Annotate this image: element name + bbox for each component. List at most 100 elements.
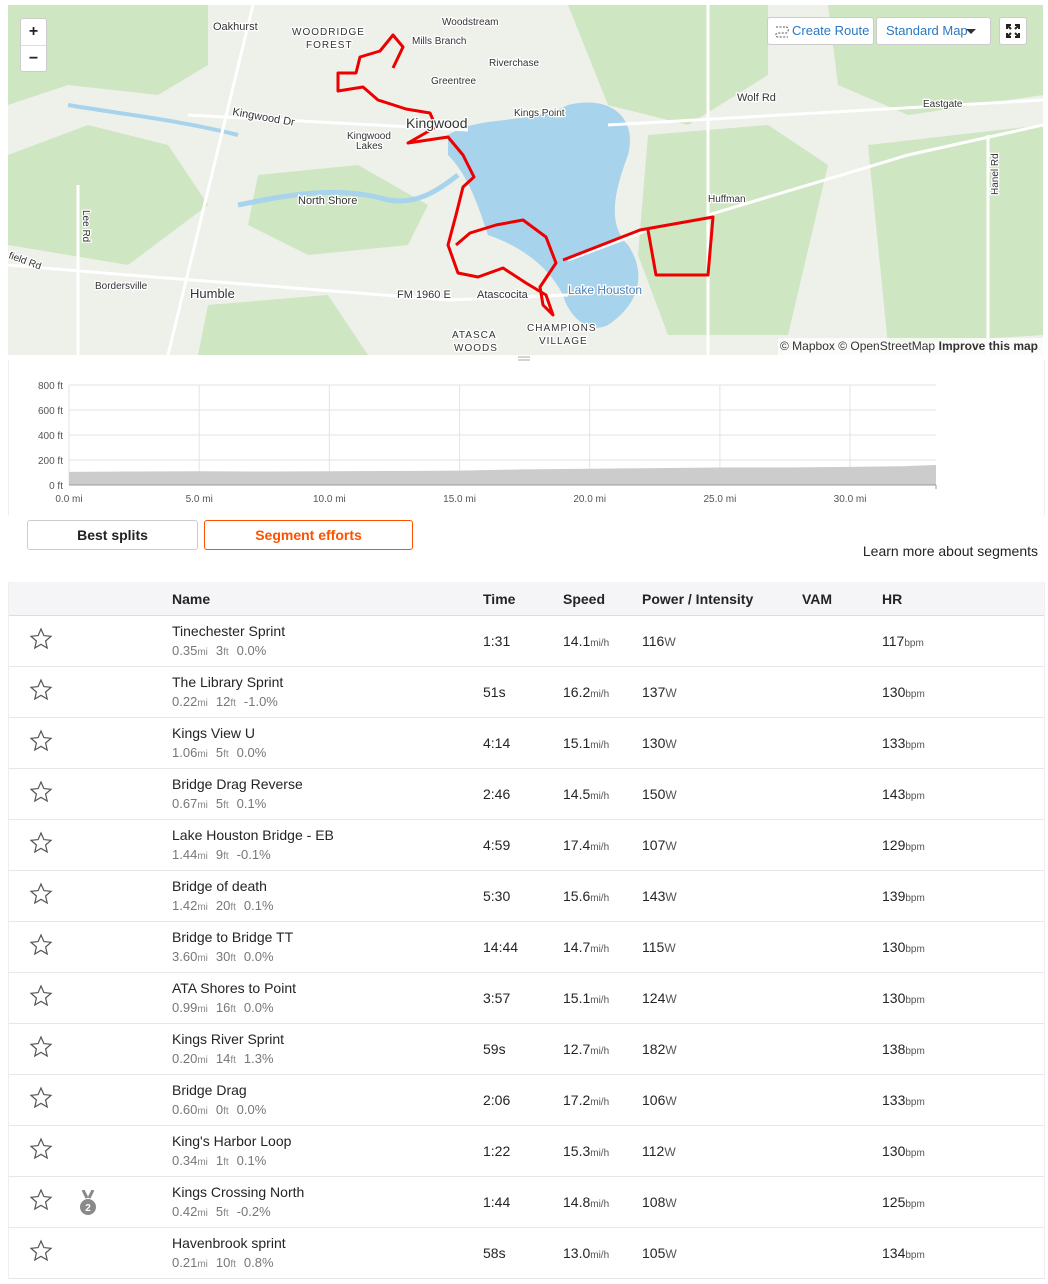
- hr-cell: 130bpm: [882, 684, 925, 700]
- grade: 0.1%: [236, 796, 267, 811]
- elevation: 10: [215, 1255, 231, 1270]
- unit: W: [665, 686, 677, 700]
- grade: 0.0%: [236, 745, 267, 760]
- segment-stats: 3.60mi 30ft 0.0%: [172, 949, 274, 964]
- distance: 1.44: [172, 847, 198, 862]
- star-outline: [29, 627, 53, 650]
- distance: 0.42: [172, 1204, 198, 1219]
- hr-cell: 143bpm: [882, 786, 925, 802]
- map-style-select[interactable]: Standard Map: [876, 17, 991, 45]
- power-cell: 116W: [642, 633, 676, 649]
- medal: 2: [80, 1190, 96, 1215]
- unit: mi: [197, 1106, 208, 1117]
- river: [67, 103, 239, 137]
- x-tick-label: 5.0 mi: [186, 494, 213, 505]
- favorite-star[interactable]: [29, 780, 53, 804]
- map-label: Riverchase: [489, 58, 539, 69]
- unit: mi: [197, 902, 208, 913]
- segment-stats: 0.22mi 12ft -1.0%: [172, 694, 278, 709]
- zoom-in[interactable]: +: [21, 19, 46, 46]
- hr-cell: 139bpm: [882, 888, 925, 904]
- favorite-star[interactable]: [29, 882, 53, 906]
- power: 105: [642, 1245, 666, 1261]
- caret: [966, 29, 976, 34]
- favorite-star[interactable]: [29, 1137, 53, 1161]
- power: 124: [642, 990, 666, 1006]
- unit: ft: [223, 1157, 229, 1168]
- grade: 0.0%: [236, 643, 267, 658]
- unit: bpm: [905, 791, 925, 802]
- tab-active[interactable]: Segment efforts: [204, 520, 413, 550]
- header-cell: Speed: [563, 591, 606, 607]
- y-tick-label: 400 ft: [38, 431, 63, 442]
- unit: mi: [197, 1004, 208, 1015]
- elevation: 3: [215, 643, 224, 658]
- learn-more-link[interactable]: Learn more about segments: [862, 543, 1038, 559]
- unit: W: [665, 1094, 677, 1108]
- y-tick-label: 200 ft: [38, 456, 63, 467]
- unit: bpm: [905, 995, 925, 1006]
- power: 108: [642, 1194, 666, 1210]
- improve-map-link[interactable]: Improve this map: [939, 339, 1038, 353]
- distance: 0.22: [172, 694, 198, 709]
- zoom-out[interactable]: −: [28, 50, 39, 67]
- unit: bpm: [905, 740, 925, 751]
- map-label: Lee Rd: [80, 210, 91, 242]
- map-label: CHAMPIONS: [527, 323, 597, 334]
- unit: mi: [197, 851, 208, 862]
- hr-cell: 129bpm: [882, 837, 925, 853]
- speed-cell: 17.4mi/h: [563, 837, 609, 853]
- segment-row: Bridge Drag 0.60mi 0ft 0.0% 2:06 17.2mi/h 106W…: [9, 1075, 1044, 1126]
- time: 4:59: [483, 837, 511, 853]
- map[interactable]: Oakhurst WOODRIDGE FOREST Woodstream Mills B…: [8, 5, 1043, 355]
- favorite-star[interactable]: [29, 627, 53, 651]
- unit: ft: [223, 851, 229, 862]
- map-parks: [8, 5, 1043, 355]
- favorite-star[interactable]: [29, 933, 53, 957]
- segment-stats: 0.67mi 5ft 0.1%: [172, 796, 266, 811]
- attribution-bg: [778, 338, 1043, 355]
- map-label: Eastgate: [923, 99, 963, 110]
- heart-rate: 138: [882, 1041, 906, 1057]
- segment-stats: 0.34mi 1ft 0.1%: [172, 1153, 266, 1168]
- segment-name: Kings River Sprint: [172, 1031, 285, 1047]
- create-route-button[interactable]: Create Route: [767, 17, 874, 45]
- power: 182: [642, 1041, 666, 1057]
- unit: mi/h: [590, 689, 610, 700]
- segment-stats: 1.44mi 9ft -0.1%: [172, 847, 271, 862]
- resize-handle[interactable]: [518, 356, 530, 362]
- elevation: 1: [215, 1153, 224, 1168]
- unit: W: [664, 635, 676, 649]
- favorite-star[interactable]: [29, 678, 53, 702]
- favorite-star[interactable]: [29, 1188, 53, 1212]
- heart-rate: 130: [882, 684, 906, 700]
- power-cell: 150W: [642, 786, 677, 802]
- power: 137: [642, 684, 666, 700]
- unit: mi/h: [590, 1097, 610, 1108]
- segment-name: ATA Shores to Point: [172, 980, 296, 996]
- fullscreen-button[interactable]: [999, 17, 1027, 45]
- favorite-star[interactable]: [29, 1035, 53, 1059]
- unit: mi/h: [590, 995, 610, 1006]
- segment-stats: 0.99mi 16ft 0.0%: [172, 1000, 274, 1015]
- map-label: North Shore: [298, 195, 357, 207]
- speed: 17.4: [563, 837, 591, 853]
- power-cell: 137W: [642, 684, 677, 700]
- elevation: 9: [215, 847, 224, 862]
- power-cell: 107W: [642, 837, 677, 853]
- x-tick-label: 30.0 mi: [834, 494, 867, 505]
- x-tick-label: 10.0 mi: [313, 494, 346, 505]
- favorite-star[interactable]: [29, 984, 53, 1008]
- segment-row: Kings View U 1.06mi 5ft 0.0% 4:14 15.1mi/h 130…: [9, 718, 1044, 769]
- heart-rate: 134: [882, 1245, 906, 1261]
- unit: bpm: [905, 1148, 925, 1159]
- tab[interactable]: Best splits: [27, 520, 198, 550]
- favorite-star[interactable]: [29, 1239, 53, 1263]
- attribution: © Mapbox © OpenStreetMap: [780, 339, 935, 353]
- favorite-star[interactable]: [29, 831, 53, 855]
- speed-cell: 17.2mi/h: [563, 1092, 609, 1108]
- map-style-label: Standard Map: [886, 23, 968, 38]
- favorite-star[interactable]: [29, 1086, 53, 1110]
- favorite-star[interactable]: [29, 729, 53, 753]
